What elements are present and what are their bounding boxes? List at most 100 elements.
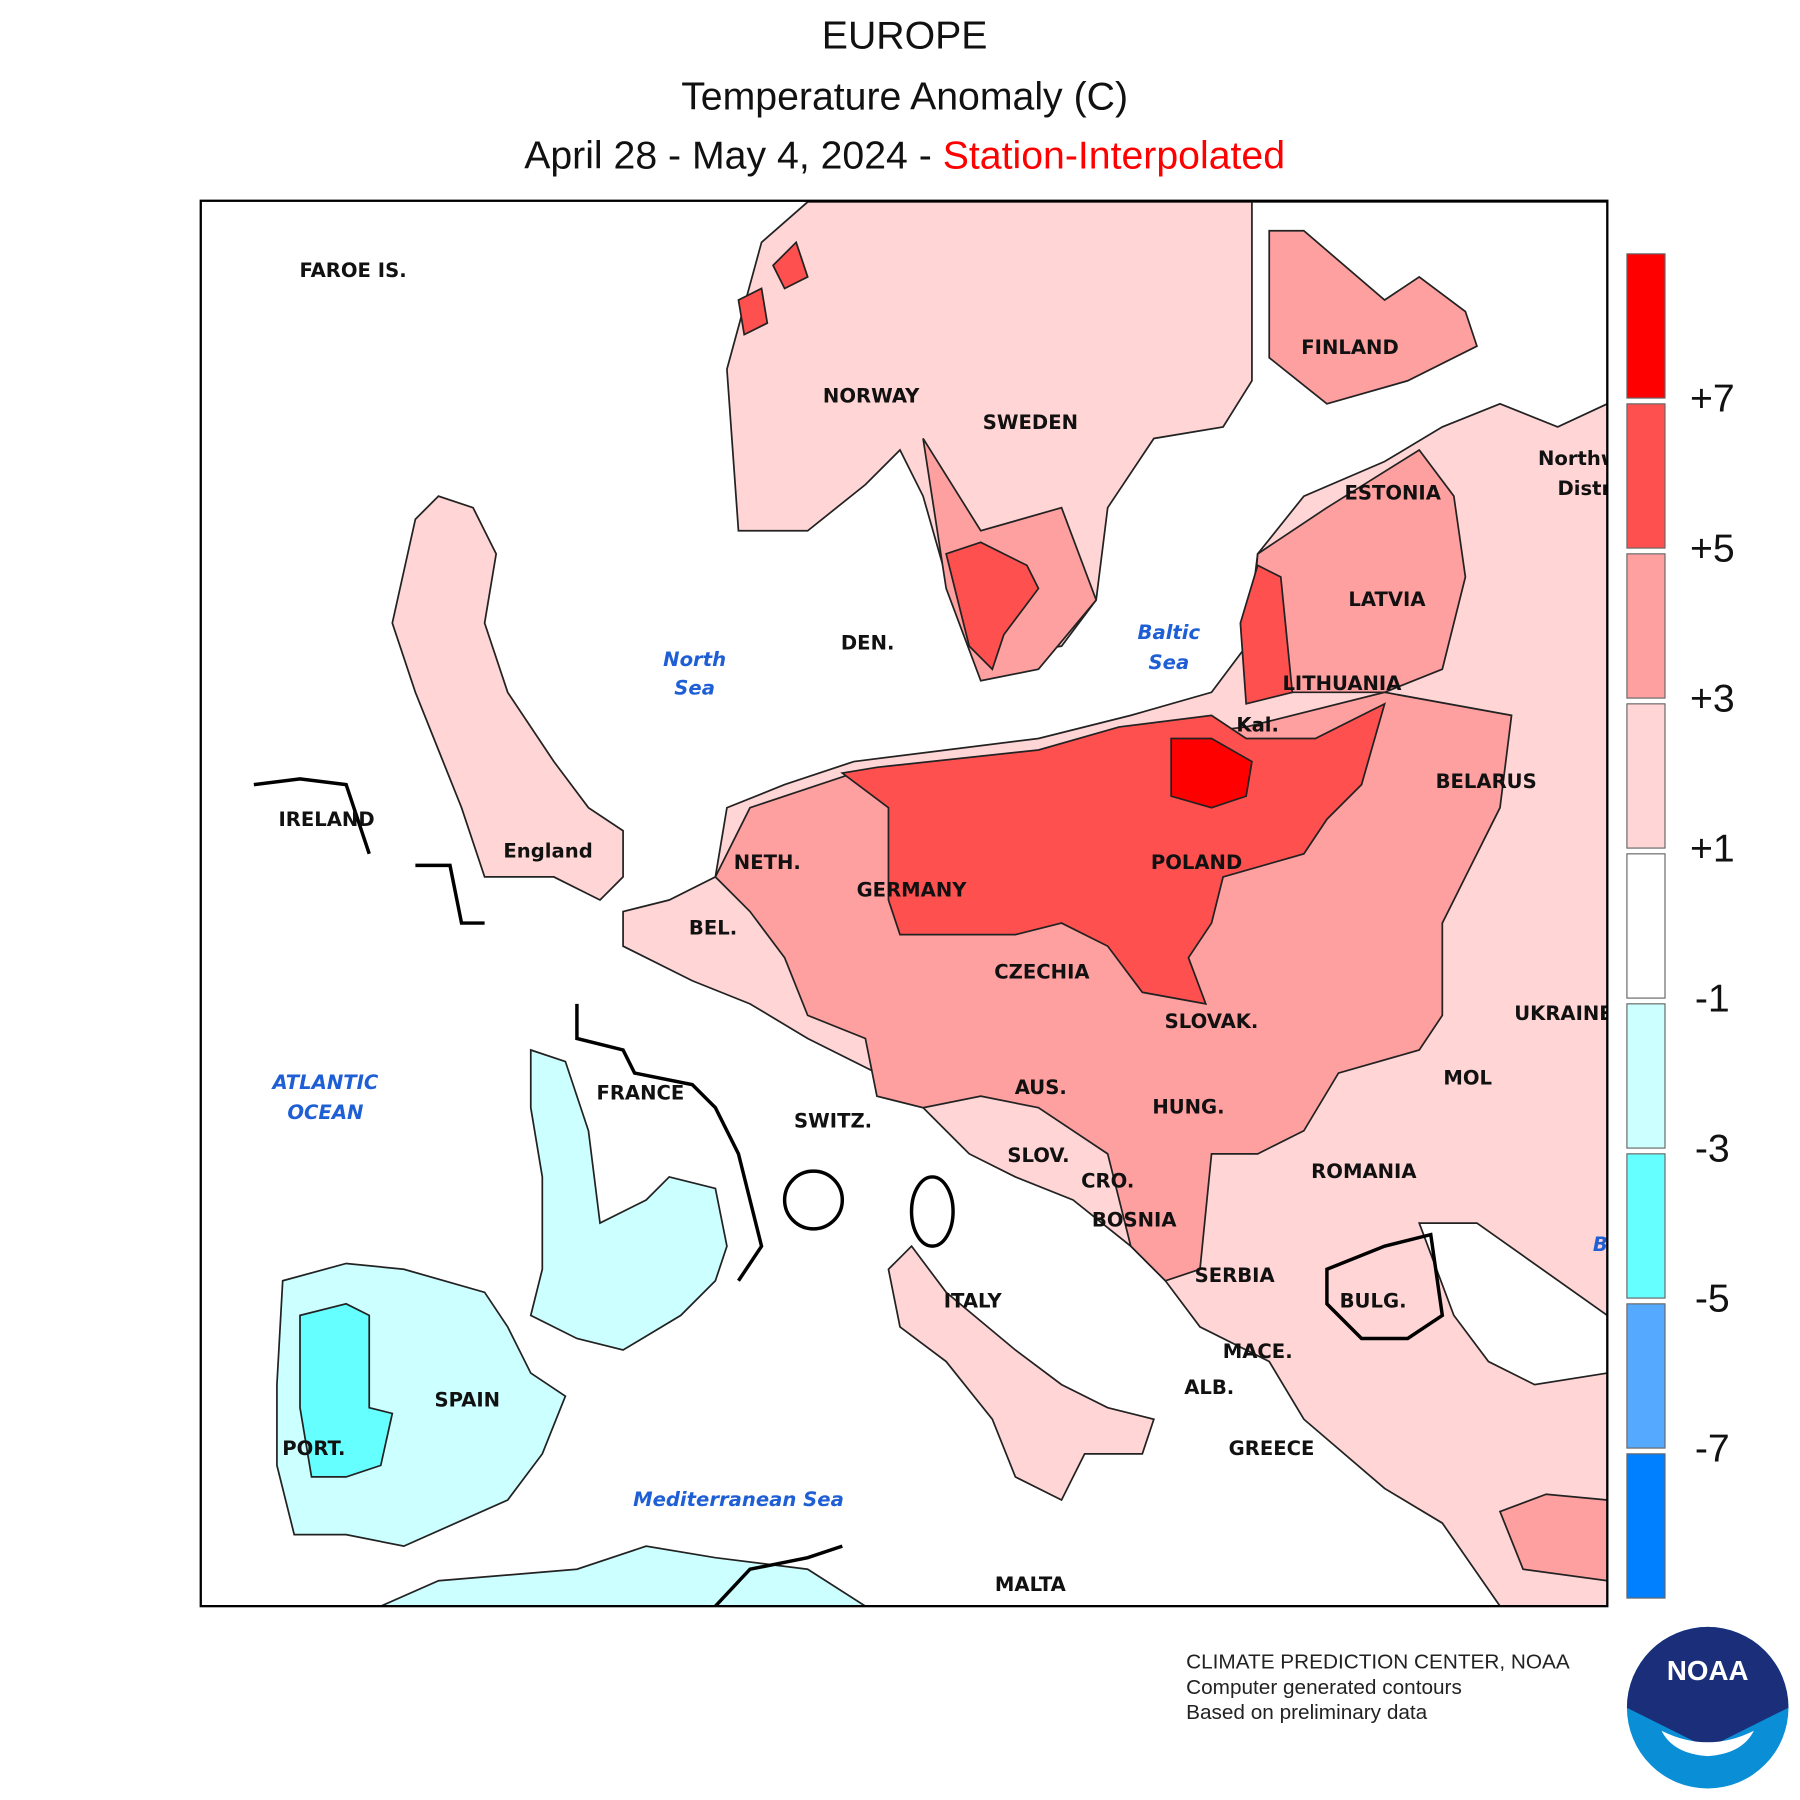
place-label: IRELAND [278,808,374,831]
place-label: HUNG. [1152,1095,1224,1118]
sea-label: Sea [1149,651,1190,674]
legend-swatch [1626,403,1666,549]
legend-swatch [1626,703,1666,849]
legend-swatch [1626,853,1666,999]
logo-gull [1661,1730,1754,1757]
sea-label: Baltic [1138,621,1201,644]
place-label: NORWAY [823,385,920,408]
method: Station-Interpolated [943,133,1285,177]
subtitle: Temperature Anomaly (C) [681,75,1128,119]
place-label: FINLAND [1301,336,1398,359]
place-label: GREECE [1229,1437,1315,1460]
map: FAROE IS. NORWAY SWEDEN FINLAND ESTONIA LATVI… [200,200,1619,1607]
legend-swatch [1626,1153,1666,1299]
contour [575,1003,764,1282]
place-label: DEN. [841,632,895,655]
legend-swatch [1626,1303,1666,1449]
legend-swatch [1626,253,1666,399]
place-label: PORT. [282,1437,345,1460]
place-label: ALB. [1184,1376,1234,1399]
place-label: BEL. [689,917,737,940]
noaa-logo: NOAA [1626,1626,1789,1789]
legend-swatch [1626,1453,1666,1599]
place-label: MACE. [1223,1340,1293,1363]
place-label: England [503,839,592,862]
sea-label: ATLANTIC [270,1071,378,1094]
anomaly-region [945,541,1040,671]
period-dates: April 28 - May 4, 2024 - [524,133,943,177]
footer: CLIMATE PREDICTION CENTER, NOAA Computer… [1186,1650,1570,1724]
zero-contours [253,777,1445,1607]
map-labels: FAROE IS. NORWAY SWEDEN FINLAND ESTONIA LATVI… [270,259,1619,1596]
place-label: LATVIA [1348,588,1426,611]
place-label: SWITZ. [794,1109,872,1132]
legend-tick-label: +7 [1690,376,1735,420]
place-label: CZECHIA [994,960,1090,983]
place-label: FRANCE [596,1082,684,1105]
anomaly-region [1170,737,1253,809]
place-label: BOSNIA [1092,1209,1177,1232]
anomaly-region [737,287,769,336]
legend-swatch [1626,553,1666,699]
contour [714,1544,843,1607]
legend-tick-label: -3 [1695,1126,1730,1170]
legend-tick-label: -1 [1695,976,1730,1020]
sea-label: North [663,648,726,671]
logo-text: NOAA [1667,1655,1749,1686]
legend-tick-label: +1 [1690,826,1735,870]
contour [782,1169,845,1231]
anomaly-region [1239,564,1294,705]
place-label: SLOV. [1007,1144,1069,1167]
place-label: SPAIN [435,1389,501,1412]
legend-tick-label: +3 [1690,676,1735,720]
place-label: Kal. [1236,714,1279,737]
legend-tick-label: +5 [1690,526,1735,570]
place-label: MALTA [995,1573,1067,1596]
place-label: MOL [1443,1067,1492,1090]
place-label: UKRAINE [1514,1002,1613,1025]
legend-swatch [1626,1003,1666,1149]
credit: CLIMATE PREDICTION CENTER, NOAA [1186,1650,1570,1673]
map-frame [199,199,1609,1608]
place-label: CRO. [1081,1169,1134,1192]
sea-label: B [1593,1233,1608,1256]
place-label: BULG. [1340,1289,1407,1312]
contour [909,1175,955,1248]
credit-note: Computer generated contours [1186,1676,1462,1699]
anomaly-region [391,495,624,902]
sea-label: OCEAN [287,1101,363,1124]
legend-tick-label: -5 [1695,1276,1730,1320]
sea-label: Mediterranean Sea [633,1488,844,1511]
place-label: GERMANY [857,879,968,902]
credit-note: Based on preliminary data [1186,1701,1428,1724]
place-label: POLAND [1151,851,1242,874]
place-label: Northw [1538,447,1619,470]
place-label: AUS. [1015,1076,1067,1099]
anomaly-region [299,1302,394,1478]
anomaly-region [380,1545,867,1607]
place-label: ESTONIA [1344,482,1441,505]
period: April 28 - May 4, 2024 - Station-Interpo… [524,133,1285,177]
contour [415,863,485,925]
anomaly-region [529,1048,728,1351]
anomaly-region [772,240,809,290]
place-label: SLOVAK. [1165,1010,1259,1033]
contour [1325,1232,1445,1341]
place-label: NETH. [734,851,801,874]
anomaly-region [1417,1222,1608,1386]
place-label: FAROE IS. [299,259,406,282]
place-label: ITALY [944,1289,1003,1312]
place-label: LITHUANIA [1282,672,1402,695]
logo-top [1626,1626,1789,1749]
place-label: Distri [1557,477,1617,500]
anomaly-region [1498,1493,1608,1582]
title: EUROPE [822,13,988,57]
place-label: BELARUS [1436,770,1537,793]
place-label: SERBIA [1195,1264,1276,1287]
anomaly-region [726,201,1253,659]
place-label: ROMANIA [1311,1160,1417,1183]
legend-tick-label: -7 [1695,1426,1730,1470]
anomaly-region [1268,229,1478,405]
color-legend: +7 +5 +3 +1 -1 -3 -5 -7 [1626,253,1735,1599]
